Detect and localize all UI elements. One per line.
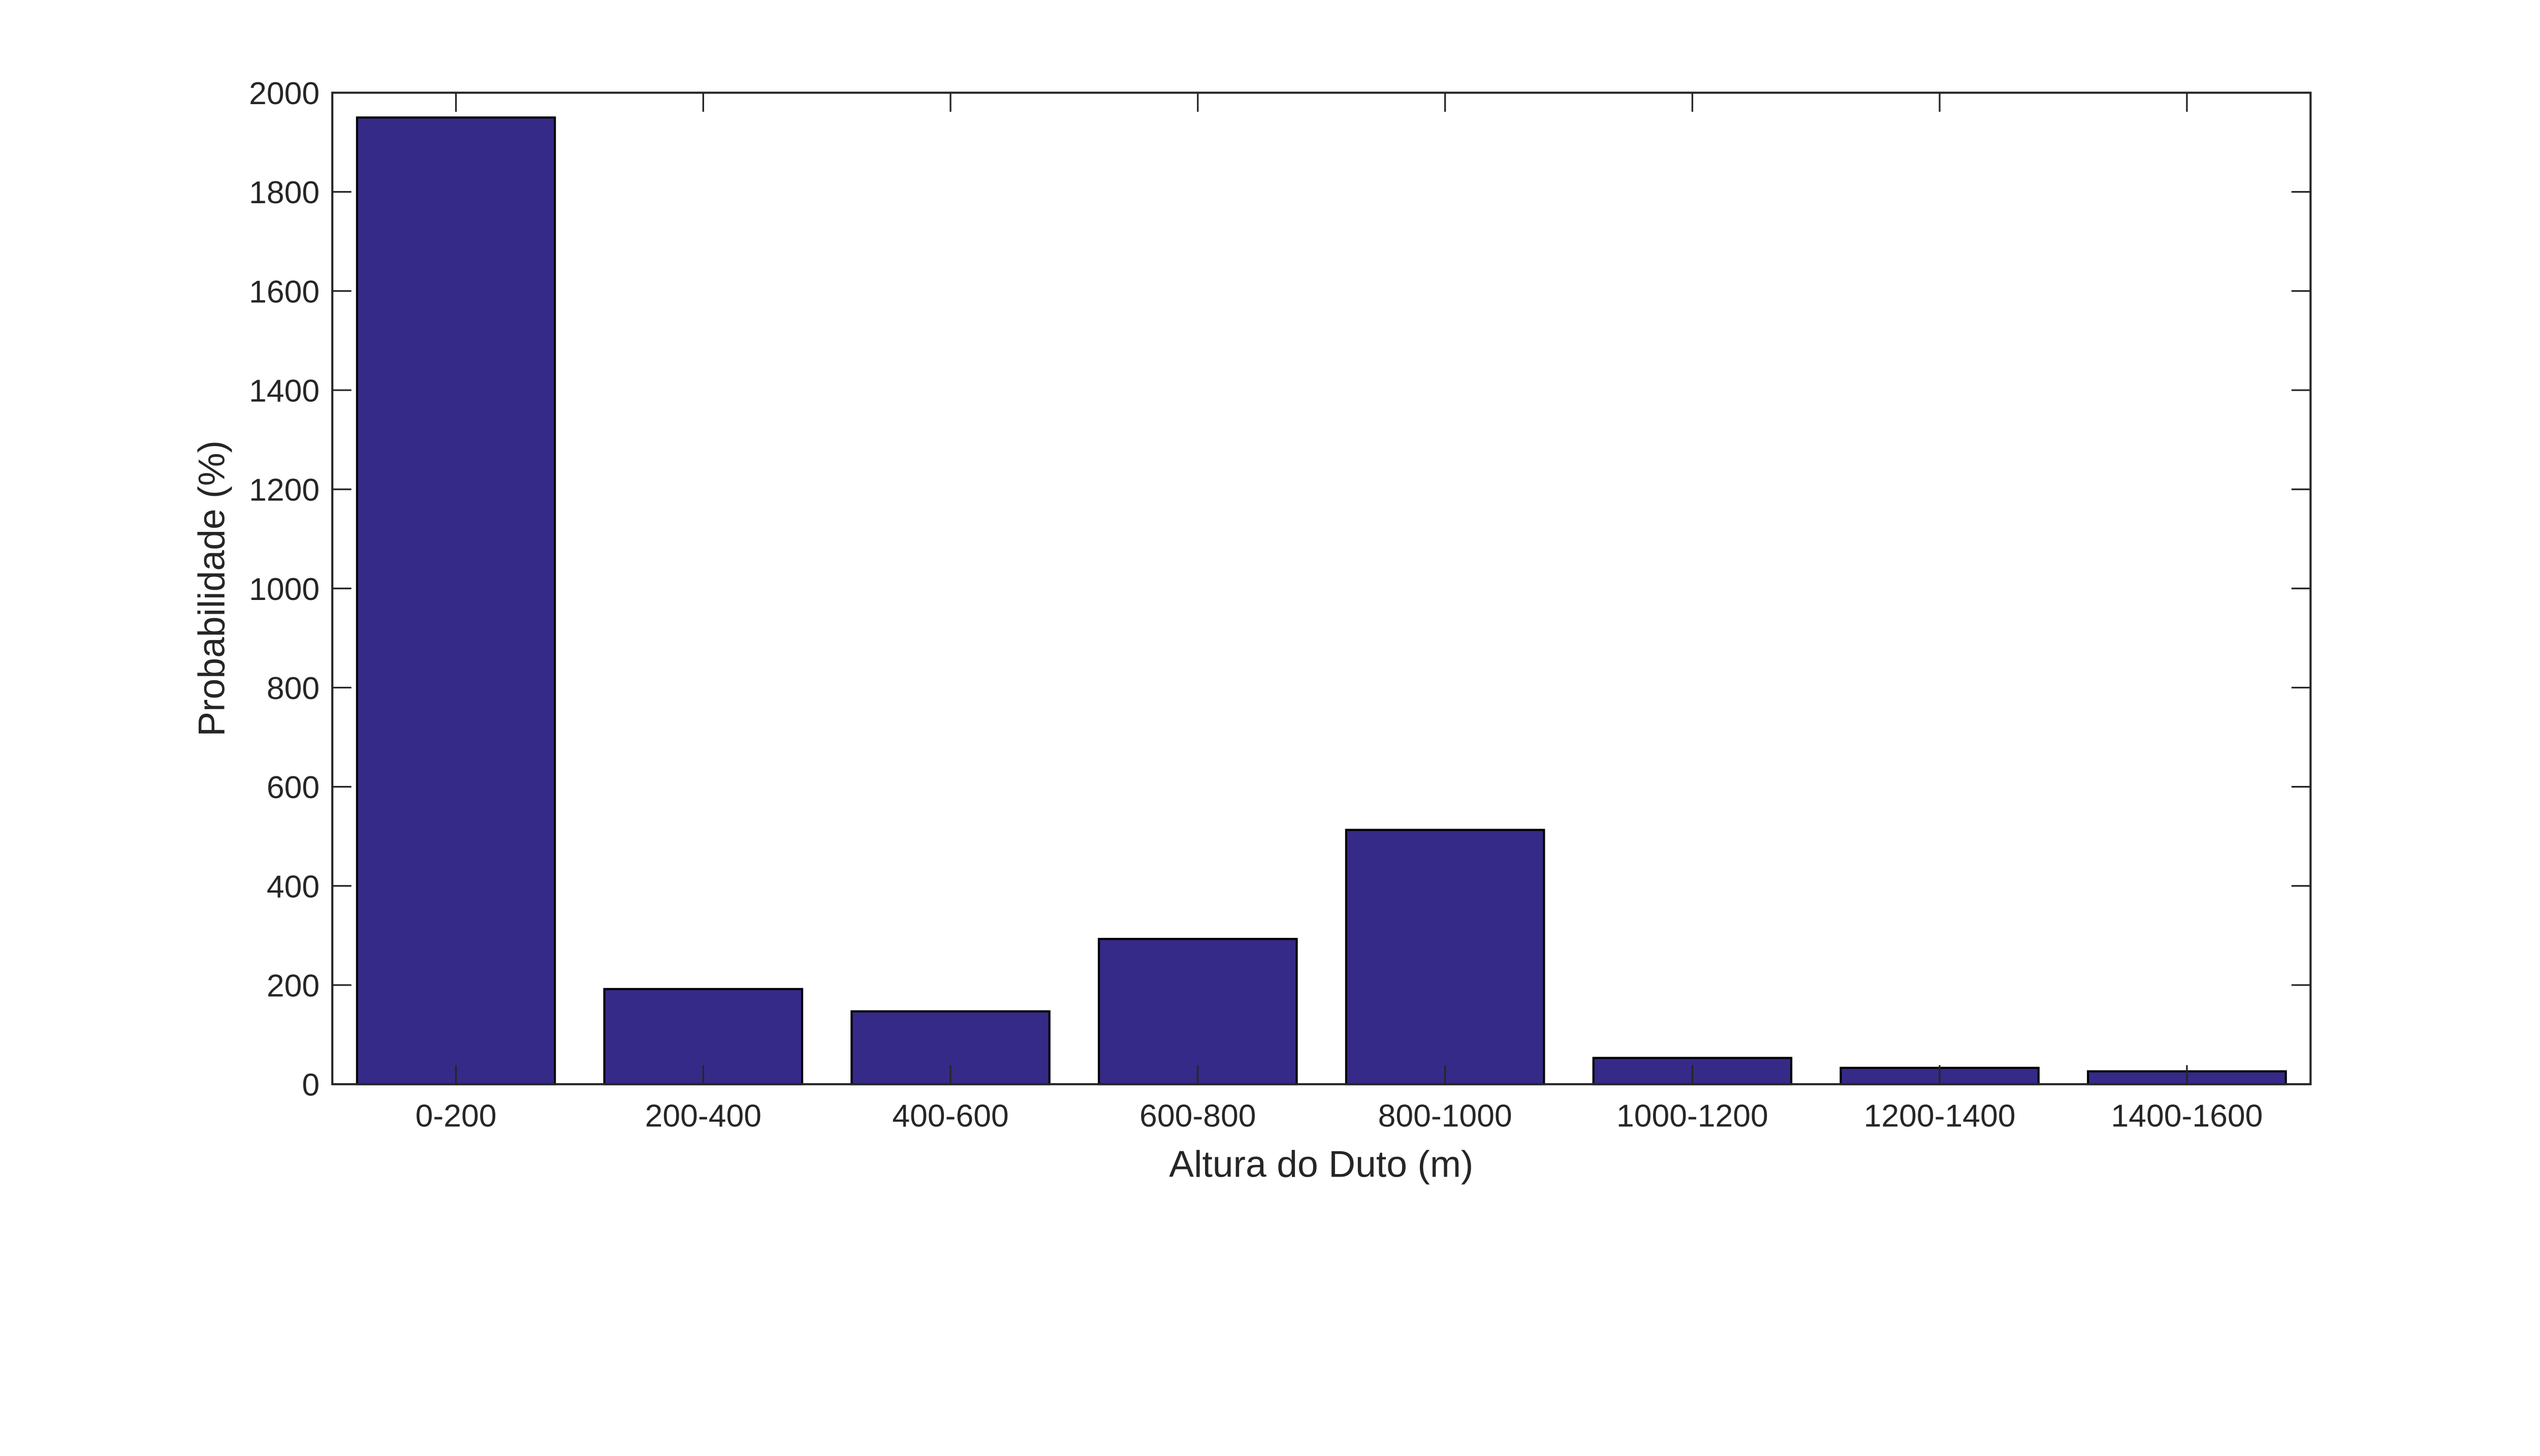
x-tick-label: 1400-1600 [2111, 1098, 2263, 1133]
y-tick-label: 200 [267, 968, 320, 1003]
x-tick-label: 200-400 [645, 1098, 761, 1133]
x-tick-label: 600-800 [1139, 1098, 1256, 1133]
x-axis-label: Altura do Duto (m) [1169, 1144, 1473, 1185]
x-tick-label: 1200-1400 [1864, 1098, 2016, 1133]
y-tick-label: 0 [302, 1067, 320, 1103]
y-tick-label: 2000 [249, 76, 320, 111]
y-tick-label: 800 [267, 671, 320, 706]
y-tick-label: 1200 [249, 472, 320, 508]
bar-600-800 [1098, 938, 1298, 1086]
bar-chart: 0-200 200-400 400-600 600-800 800-1000 1000-1… [191, 76, 2312, 1185]
y-tick-label: 1800 [249, 175, 320, 210]
x-tick-label: 800-1000 [1378, 1098, 1512, 1133]
bars [356, 116, 2287, 1086]
plot-frame [331, 91, 2312, 1086]
y-tick-label: 600 [267, 770, 320, 805]
y-tick-label: 1400 [249, 373, 320, 408]
y-tick-label: 1000 [249, 572, 320, 607]
x-tick-label: 1000-1200 [1616, 1098, 1768, 1133]
x-tick-label: 400-600 [892, 1098, 1008, 1133]
axes: 0-200 200-400 400-600 600-800 800-1000 1000-1… [249, 76, 2312, 1133]
y-axis-label: Probabilidade (%) [191, 440, 233, 737]
bar-0-200 [356, 116, 556, 1086]
y-tick-label: 400 [267, 869, 320, 904]
y-tick-label: 1600 [249, 274, 320, 309]
bar-800-1000 [1345, 829, 1545, 1086]
x-tick-label: 0-200 [416, 1098, 497, 1133]
